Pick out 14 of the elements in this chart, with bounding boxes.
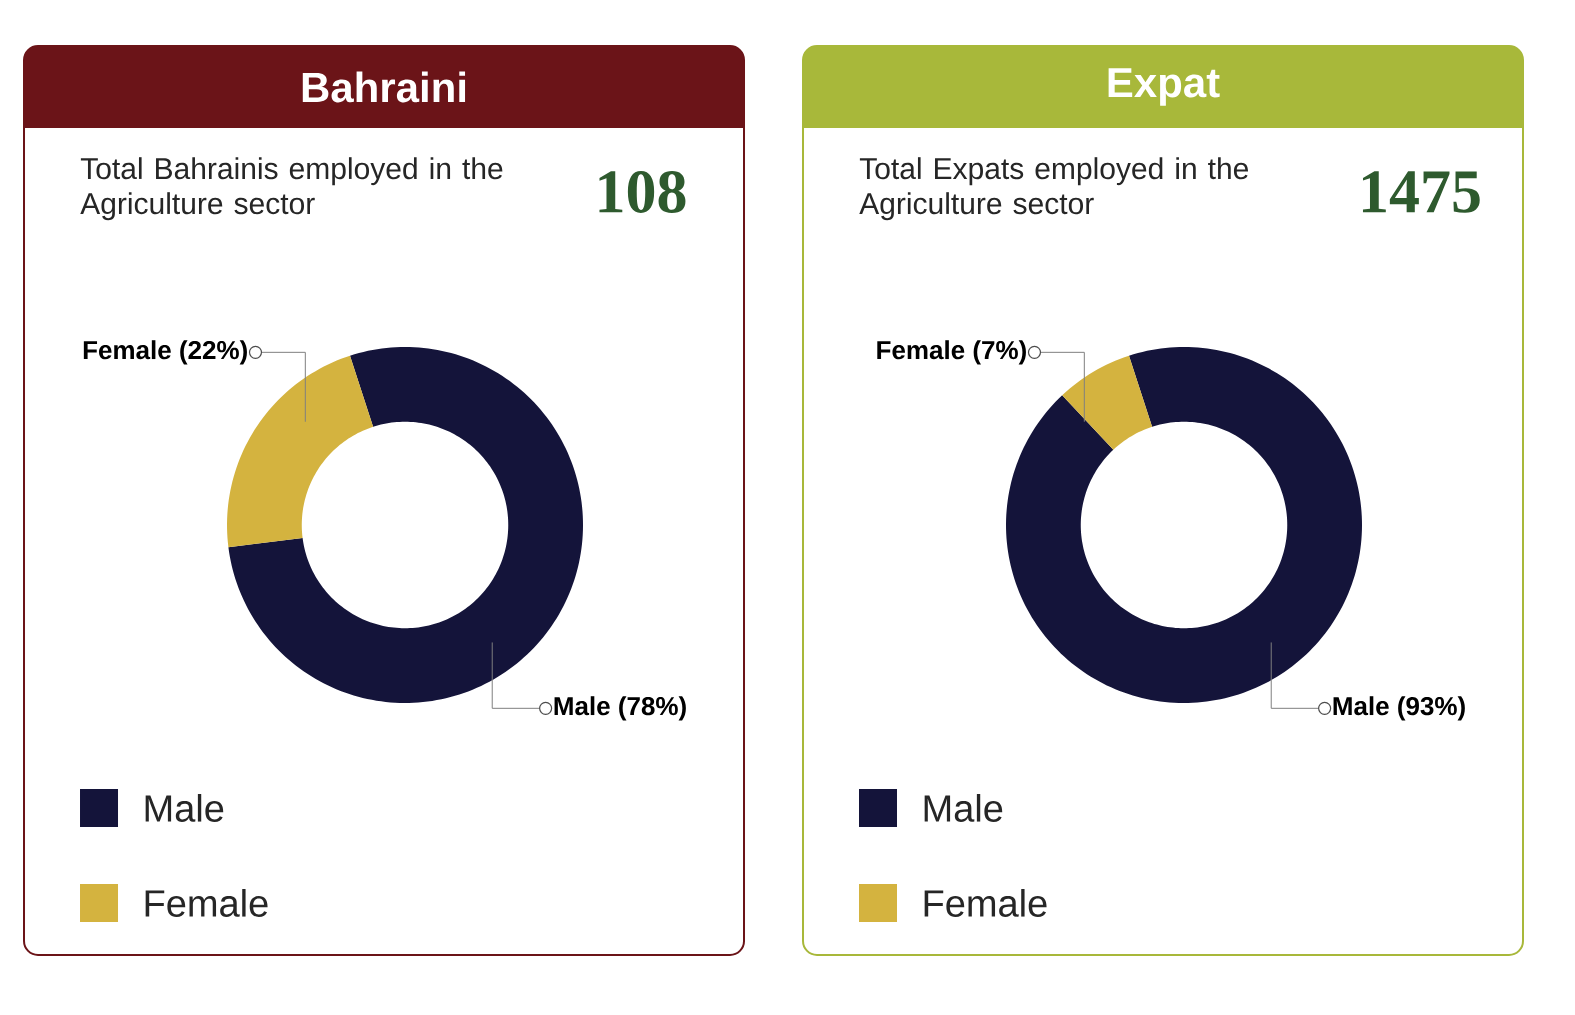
data-label: Female (7%) (877, 340, 1026, 365)
legend-label: Female (924, 889, 1047, 917)
text: 1475 (1362, 171, 1480, 213)
data-label: Male (93%) (1333, 696, 1465, 721)
chart-subtitle: Total Bahrainis employed in the Agriculture sector (80, 157, 503, 221)
legend-label: Male (924, 794, 1003, 822)
text: 108 (599, 171, 686, 213)
chart-title: Expat (1108, 68, 1220, 106)
data-label: Female (22%) (83, 340, 247, 365)
chart-title: Bahraini (302, 71, 466, 103)
legend-label: Female (145, 889, 268, 917)
data-label: Male (78%) (554, 696, 686, 721)
chart-subtitle: Total Expats employed in the Agriculture sector (859, 157, 1249, 221)
legend-label: Male (145, 794, 224, 822)
